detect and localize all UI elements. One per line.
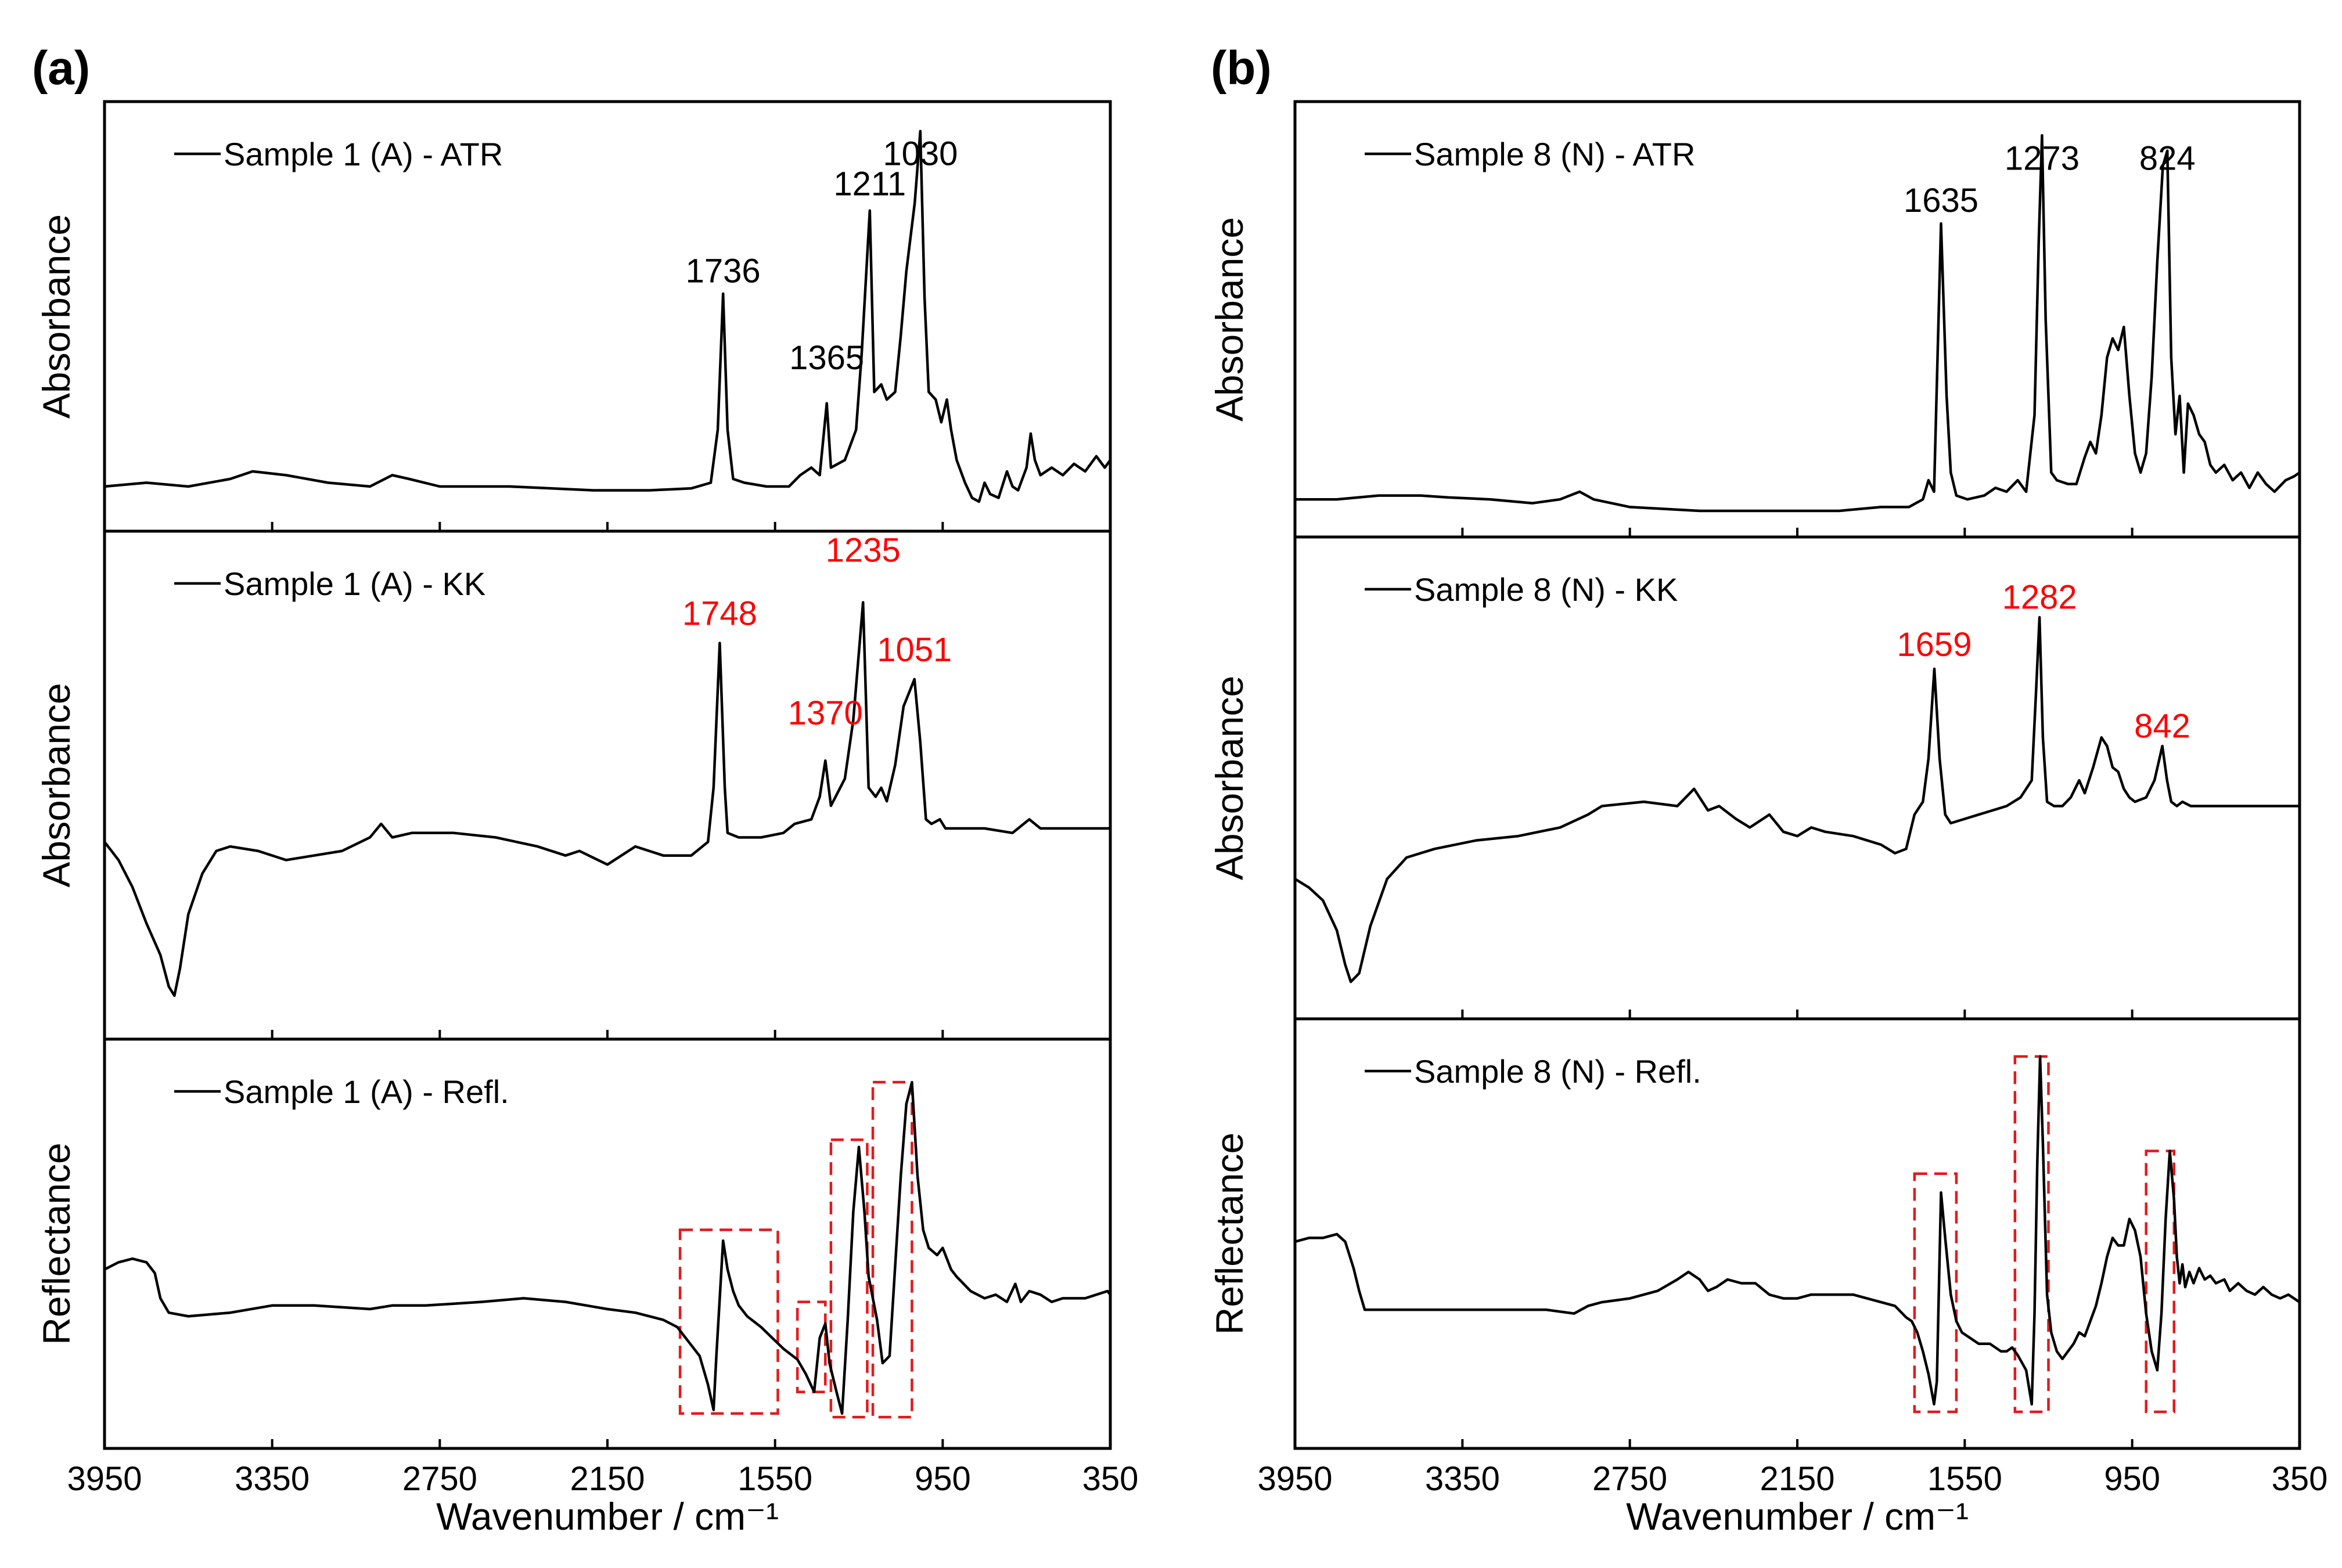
peak-label: 824: [2139, 140, 2196, 178]
subplot-3: Reflectance Sample 1 (A) - Refl.: [35, 1073, 1111, 1448]
x-tick-label: 1550: [738, 1460, 812, 1498]
x-tick-label: 1550: [1927, 1460, 2002, 1498]
peak-label: 842: [2134, 707, 2190, 745]
peak-label: 1211: [833, 165, 906, 203]
x-tick-label: 3350: [235, 1460, 310, 1498]
peak-label: 1736: [686, 252, 761, 290]
x-tick-label: 350: [1082, 1460, 1139, 1498]
peak-label: 1365: [789, 339, 864, 377]
peak-label: 1030: [883, 135, 958, 173]
y-axis-label: Reflectance: [35, 1142, 78, 1345]
peak-label: 1659: [1897, 626, 1972, 664]
highlight-box: [796, 1300, 827, 1393]
x-tick-label: 3350: [1425, 1460, 1500, 1498]
x-tick-label: 2150: [1760, 1460, 1834, 1498]
highlight-box: [871, 1080, 913, 1419]
x-tick-label: 350: [2272, 1460, 2328, 1498]
spectrum-line: [1295, 134, 2301, 513]
peak-label: 1635: [1904, 182, 1978, 219]
legend-entry: Sample 1 (A) - ATR: [224, 136, 503, 172]
spectrum-line: [103, 1080, 1111, 1415]
peak-label: 1370: [788, 694, 863, 732]
plot-frame: [1293, 100, 2301, 1450]
peak-label: 1051: [877, 631, 952, 669]
spectrum-line: [103, 601, 1110, 997]
plot-frame: [103, 100, 1112, 1450]
peak-label: 1235: [826, 532, 901, 569]
y-axis-label: Absorbance: [35, 683, 78, 887]
spectrum-line: [1294, 1055, 2301, 1406]
x-tick-label: 2750: [402, 1460, 477, 1498]
subplot-2: Absorbance Sample 8 (N) - KK 1659 1282 842: [1208, 571, 2301, 1019]
highlight-box: [1913, 1172, 1958, 1414]
legend-entry: Sample 1 (A) - Refl.: [224, 1073, 509, 1110]
highlight-box: [678, 1228, 779, 1415]
highlight-box: [2013, 1055, 2050, 1414]
y-axis-label: Reflectance: [1208, 1133, 1251, 1335]
spectrum-line: [1294, 616, 2300, 983]
x-tick-label: 950: [915, 1460, 971, 1498]
subplot-2: Absorbance Sample 1 (A) - KK 1748 1370 1235 1…: [35, 532, 1111, 1039]
peak-label: 1748: [682, 595, 757, 633]
panel-b: (b) Absorbance Sample 8 (N) - ATR 1635 1273 8…: [1208, 42, 2327, 1538]
subplot-1: Absorbance Sample 8 (N) - ATR 1635 1273 824: [1208, 134, 2301, 537]
x-tick-label: 3950: [67, 1460, 142, 1498]
x-axis-label: Wavenumber / cm⁻¹: [436, 1495, 779, 1538]
x-tick-label: 3950: [1257, 1460, 1332, 1498]
legend-entry: Sample 8 (N) - Refl.: [1414, 1053, 1701, 1090]
panel-a: (a) Absorbance Sample 1 (A) - ATR 1736 1365 1…: [32, 42, 1138, 1538]
x-tick-label: 2150: [570, 1460, 645, 1498]
spectrum-line: [104, 129, 1111, 503]
x-axis-label: Wavenumber / cm⁻¹: [1626, 1495, 1969, 1538]
panel-letter: (b): [1211, 42, 1272, 95]
peak-label: 1282: [2002, 579, 2077, 617]
highlight-box: [2145, 1149, 2175, 1414]
y-axis-label: Absorbance: [1208, 217, 1251, 421]
peak-label: 1273: [2005, 140, 2080, 178]
subplot-1: Absorbance Sample 1 (A) - ATR 1736 1365 1211…: [35, 129, 1111, 531]
panel-letter: (a): [32, 42, 90, 95]
y-axis-label: Absorbance: [35, 214, 78, 419]
subplot-3: Reflectance Sample 8 (N) - Refl.: [1208, 1053, 2301, 1448]
legend-entry: Sample 8 (N) - KK: [1414, 571, 1678, 608]
x-tick-label: 2750: [1592, 1460, 1667, 1498]
y-axis-label: Absorbance: [1208, 676, 1251, 880]
legend-entry: Sample 8 (N) - ATR: [1414, 136, 1695, 172]
legend-entry: Sample 1 (A) - KK: [224, 565, 485, 602]
x-tick-label: 950: [2104, 1460, 2160, 1498]
